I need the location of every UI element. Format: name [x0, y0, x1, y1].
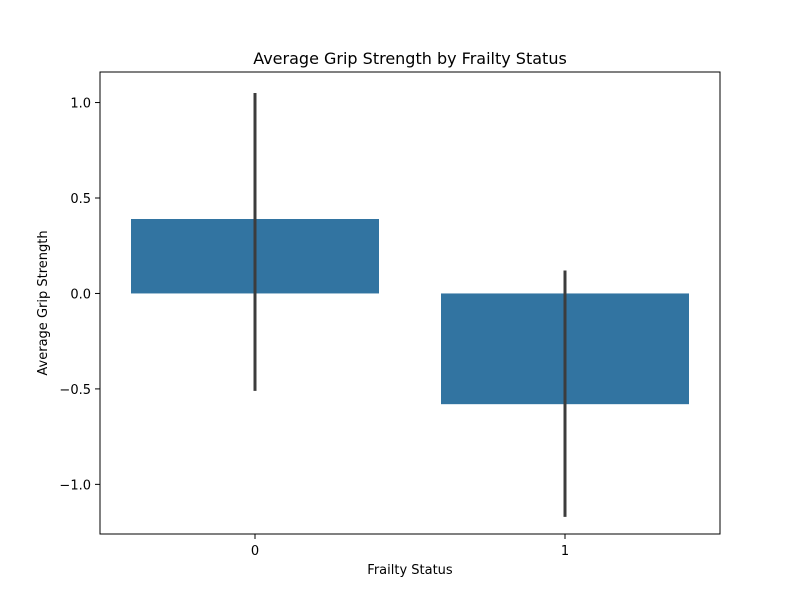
chart-title: Average Grip Strength by Frailty Status [253, 49, 567, 68]
y-tick-label-4: 1.0 [70, 97, 91, 112]
y-tick-label-1: −0.5 [59, 383, 91, 398]
x-axis-label: Frailty Status [367, 563, 453, 578]
plot-area [131, 93, 689, 517]
x-tick-label-1: 1 [561, 544, 569, 559]
y-tick-label-3: 0.5 [70, 192, 91, 207]
y-tick-label-0: −1.0 [59, 478, 91, 493]
y-tick-label-2: 0.0 [70, 287, 91, 302]
y-axis-label: Average Grip Strength [36, 230, 51, 375]
plot-frame [99, 71, 721, 535]
y-axis: −1.0 −0.5 0.0 0.5 1.0 [59, 97, 100, 493]
x-tick-label-0: 0 [251, 544, 259, 559]
